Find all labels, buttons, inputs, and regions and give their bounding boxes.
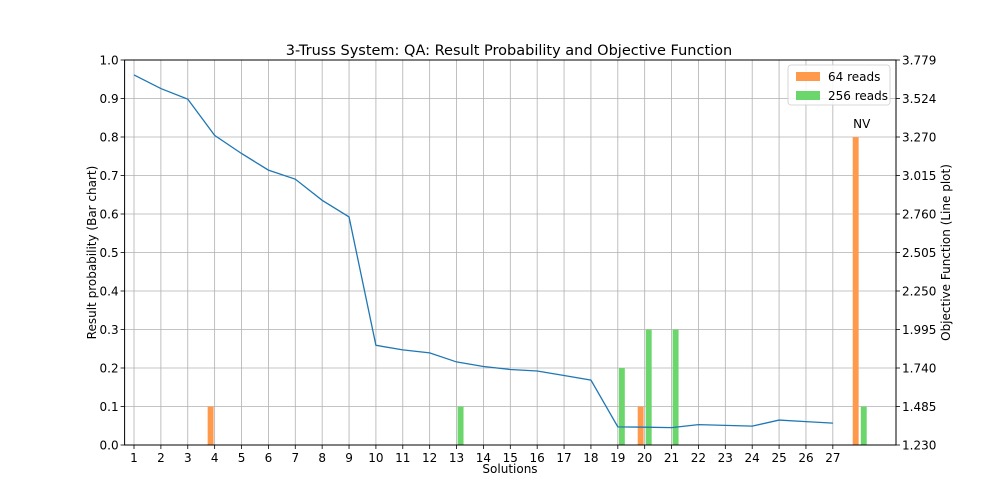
chart-title: 3-Truss System: QA: Result Probability a… [286, 43, 732, 59]
x-tick-label: 17 [556, 451, 571, 465]
objective-line-path [133, 74, 833, 429]
y-tick-label: 0.1 [100, 400, 119, 414]
x-tick-label: 7 [291, 451, 299, 465]
x-tick-label: 11 [395, 451, 410, 465]
x-tick-label: 18 [583, 451, 598, 465]
y2-axis-label: Objective Function (Line plot) [939, 164, 953, 341]
y2-tick-label: 3.015 [902, 169, 936, 183]
bar-256-reads [645, 329, 652, 445]
bar-256-reads [860, 406, 867, 445]
y2-tick-label: 2.760 [902, 207, 936, 221]
x-tick-label: 2 [157, 451, 165, 465]
bar-256-reads [457, 406, 464, 445]
y-tick-label: 0.9 [100, 92, 119, 106]
y2-tick-label: 1.485 [902, 400, 936, 414]
y2-tick-label: 3.270 [902, 130, 936, 144]
x-tick-label: 25 [771, 451, 786, 465]
bar-256-reads [618, 368, 625, 445]
y2-tick-label: 1.995 [902, 323, 936, 337]
bar-256-reads [672, 329, 679, 445]
x-tick-label: 8 [318, 451, 326, 465]
legend: 64 reads 256 reads [787, 64, 891, 106]
y-tick-label: 0.0 [100, 438, 119, 452]
y-tick-label: 0.7 [100, 169, 119, 183]
grid [124, 59, 896, 446]
bar-64-reads [637, 406, 644, 445]
legend-swatch [796, 72, 820, 81]
y2-tick-label: 1.740 [902, 361, 936, 375]
x-tick-label: 12 [422, 451, 437, 465]
x-tick-label: 16 [530, 451, 545, 465]
legend-swatch [796, 91, 820, 100]
x-tick-label: 23 [718, 451, 733, 465]
y2-tick-label: 3.524 [902, 92, 936, 106]
x-tick-label: 26 [798, 451, 813, 465]
y-ticks: 0.0 0.1 0.2 0.3 0.4 0.5 0.6 0.7 0.8 0.9 1.0 [100, 53, 125, 452]
annotations: NV [853, 117, 871, 131]
y2-tick-label: 2.505 [902, 246, 936, 260]
bar-64-reads [852, 137, 859, 445]
y2-tick-label: 2.250 [902, 284, 936, 298]
x-tick-label: 27 [825, 451, 840, 465]
x-tick-label: 15 [503, 451, 518, 465]
objective-line [133, 74, 833, 429]
y-tick-label: 0.3 [100, 323, 119, 337]
bars [207, 137, 867, 445]
x-tick-label: 1 [130, 451, 138, 465]
x-tick-label: 6 [265, 451, 273, 465]
x-axis-label: Solutions [482, 462, 537, 476]
y-tick-label: 0.4 [100, 284, 119, 298]
annotation-label: NV [853, 117, 871, 131]
bar-64-reads [207, 406, 214, 445]
y-tick-label: 0.8 [100, 130, 119, 144]
x-tick-label: 5 [238, 451, 246, 465]
x-tick-label: 13 [449, 451, 464, 465]
x-tick-label: 4 [211, 451, 219, 465]
x-tick-label: 22 [691, 451, 706, 465]
y2-ticks: 1.230 1.485 1.740 1.995 2.250 2.505 2.760 3.015… [896, 53, 936, 452]
x-tick-label: 20 [637, 451, 652, 465]
legend-label: 64 reads [828, 70, 880, 84]
y-tick-label: 1.0 [100, 53, 119, 67]
y2-tick-label: 1.230 [902, 438, 936, 452]
y-tick-label: 0.2 [100, 361, 119, 375]
x-tick-label: 10 [368, 451, 383, 465]
x-ticks: 1 2 3 4 5 6 7 8 9 10 11 12 13 14 15 16 17 18 19 20 21 22 23 24 2… [130, 445, 840, 465]
y-axis-label: Result probability (Bar chart) [85, 166, 99, 340]
x-tick-label: 14 [476, 451, 491, 465]
y-tick-label: 0.5 [100, 246, 119, 260]
y2-tick-label: 3.779 [902, 53, 936, 67]
x-tick-label: 24 [745, 451, 760, 465]
x-tick-label: 19 [610, 451, 625, 465]
y-tick-label: 0.6 [100, 207, 119, 221]
x-tick-label: 21 [664, 451, 679, 465]
x-tick-label: 3 [184, 451, 192, 465]
x-tick-label: 9 [345, 451, 353, 465]
legend-label: 256 reads [828, 89, 888, 103]
